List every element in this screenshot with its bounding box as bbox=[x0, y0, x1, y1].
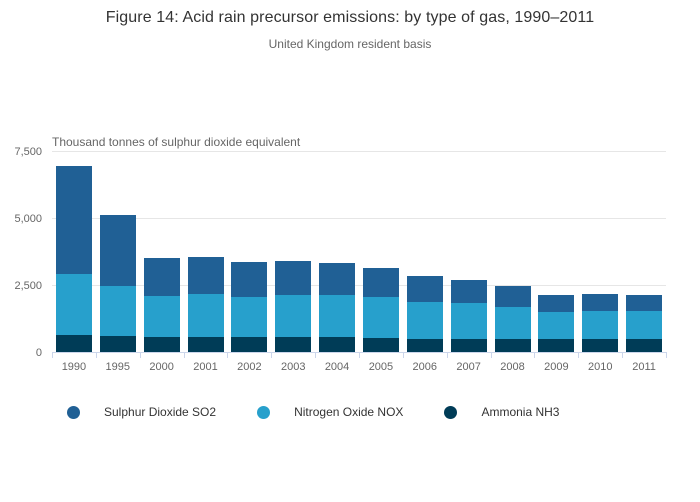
bar-segment-nitrogen-oxide-nox-2009[interactable] bbox=[538, 312, 575, 340]
bar-segment-nitrogen-oxide-nox-2001[interactable] bbox=[187, 294, 224, 338]
bar-segment-ammonia-nh3-2006[interactable] bbox=[406, 338, 443, 352]
bar-segment-nitrogen-oxide-nox-2000[interactable] bbox=[143, 295, 180, 337]
gridline-2,500 bbox=[52, 285, 666, 286]
bar-segment-sulphur-dioxide-so2-2001[interactable] bbox=[187, 256, 224, 295]
bar-segment-sulphur-dioxide-so2-2006[interactable] bbox=[406, 276, 443, 302]
bar-segment-nitrogen-oxide-nox-2008[interactable] bbox=[494, 306, 531, 340]
y-axis-tick-label: 2,500 bbox=[14, 280, 42, 292]
bar-segment-sulphur-dioxide-so2-2002[interactable] bbox=[231, 262, 268, 298]
x-axis-label-2007: 2007 bbox=[456, 361, 481, 373]
bar-segment-ammonia-nh3-2008[interactable] bbox=[494, 339, 531, 352]
bar-segment-nitrogen-oxide-nox-1990[interactable] bbox=[55, 274, 92, 336]
chart-subtitle: United Kingdom resident basis bbox=[268, 37, 432, 51]
bar-segment-ammonia-nh3-2007[interactable] bbox=[450, 338, 487, 352]
x-axis-label-2005: 2005 bbox=[368, 361, 394, 373]
x-axis-tick bbox=[402, 352, 404, 358]
bar-segment-sulphur-dioxide-so2-1990[interactable] bbox=[55, 166, 92, 275]
x-axis-label-2006: 2006 bbox=[412, 361, 438, 373]
bar-segment-ammonia-nh3-2000[interactable] bbox=[143, 336, 180, 352]
bar-segment-nitrogen-oxide-nox-2010[interactable] bbox=[582, 311, 619, 340]
bar-segment-ammonia-nh3-2003[interactable] bbox=[275, 337, 312, 352]
bar-segment-ammonia-nh3-1990[interactable] bbox=[55, 335, 92, 352]
legend: Sulphur Dioxide SO2 Nitrogen Oxide NOX Amm… bbox=[67, 405, 600, 420]
plot-area bbox=[52, 151, 666, 353]
legend-marker-icon bbox=[444, 406, 458, 419]
legend-label: Sulphur Dioxide SO2 bbox=[104, 405, 217, 419]
bar-segment-nitrogen-oxide-nox-1995[interactable] bbox=[99, 285, 136, 336]
bar-segment-ammonia-nh3-2004[interactable] bbox=[319, 337, 356, 352]
legend-item-sulphur-dioxide-so2[interactable]: Sulphur Dioxide SO2 bbox=[67, 405, 216, 420]
x-axis-tick bbox=[139, 352, 141, 358]
x-axis-tick bbox=[578, 352, 580, 358]
x-axis-tick bbox=[534, 352, 536, 358]
bar-segment-ammonia-nh3-2009[interactable] bbox=[538, 339, 575, 352]
bar-segment-nitrogen-oxide-nox-2011[interactable] bbox=[626, 311, 663, 339]
bar-segment-ammonia-nh3-2002[interactable] bbox=[231, 337, 268, 352]
bar-segment-ammonia-nh3-1995[interactable] bbox=[99, 335, 136, 352]
bar-segment-sulphur-dioxide-so2-2011[interactable] bbox=[626, 294, 663, 312]
legend-marker-icon bbox=[257, 406, 271, 419]
x-axis-tick bbox=[271, 352, 273, 358]
bar-segment-nitrogen-oxide-nox-2004[interactable] bbox=[319, 295, 356, 338]
legend-label: Nitrogen Oxide NOX bbox=[294, 405, 404, 419]
y-axis-tick-label: 7,500 bbox=[14, 146, 42, 158]
bar-segment-ammonia-nh3-2005[interactable] bbox=[362, 337, 399, 352]
bar-segment-ammonia-nh3-2010[interactable] bbox=[582, 339, 619, 352]
bar-segment-nitrogen-oxide-nox-2006[interactable] bbox=[406, 301, 443, 339]
x-axis-tick bbox=[622, 352, 624, 358]
x-axis-tick bbox=[490, 352, 492, 358]
x-axis-label-2009: 2009 bbox=[544, 361, 569, 373]
bar-segment-sulphur-dioxide-so2-1995[interactable] bbox=[99, 215, 136, 286]
bar-segment-sulphur-dioxide-so2-2003[interactable] bbox=[275, 260, 312, 296]
legend-marker-icon bbox=[67, 406, 80, 419]
x-axis-label-2008: 2008 bbox=[500, 361, 525, 373]
x-axis-tick bbox=[315, 352, 317, 358]
bar-segment-nitrogen-oxide-nox-2002[interactable] bbox=[231, 297, 268, 338]
x-axis-tick bbox=[359, 352, 360, 358]
x-axis-label-1995: 1995 bbox=[105, 361, 131, 373]
x-axis-tick bbox=[227, 352, 229, 358]
gridline-7,500 bbox=[52, 151, 666, 152]
x-axis-label-2003: 2003 bbox=[280, 361, 306, 373]
x-axis-tick bbox=[446, 352, 448, 358]
x-axis-tick bbox=[95, 352, 97, 358]
gridline-5,000 bbox=[52, 218, 666, 219]
bar-segment-sulphur-dioxide-so2-2007[interactable] bbox=[450, 279, 487, 303]
x-axis-label-2004: 2004 bbox=[324, 361, 350, 373]
y-axis-tick-label: 5,000 bbox=[14, 213, 42, 225]
bar-segment-sulphur-dioxide-so2-2000[interactable] bbox=[143, 257, 180, 296]
legend-item-ammonia-nh3[interactable]: Ammonia NH3 bbox=[444, 405, 559, 420]
chart-title: Figure 14: Acid rain precursor emissions… bbox=[105, 9, 595, 26]
bar-segment-ammonia-nh3-2001[interactable] bbox=[187, 337, 224, 352]
y-axis-tick-label: 0 bbox=[35, 347, 42, 359]
x-axis-label-2010: 2010 bbox=[587, 361, 613, 373]
bar-segment-sulphur-dioxide-so2-2005[interactable] bbox=[362, 267, 399, 298]
bar-segment-sulphur-dioxide-so2-2009[interactable] bbox=[538, 294, 575, 313]
bar-segment-sulphur-dioxide-so2-2008[interactable] bbox=[494, 285, 531, 307]
y-axis-title: Thousand tonnes of sulphur dioxide equiv… bbox=[52, 135, 301, 149]
x-axis-label-2001: 2001 bbox=[193, 361, 218, 373]
legend-label: Ammonia NH3 bbox=[481, 405, 560, 419]
bar-segment-nitrogen-oxide-nox-2005[interactable] bbox=[362, 297, 399, 338]
x-axis-label-2002: 2002 bbox=[237, 361, 262, 373]
legend-item-nitrogen-oxide-nox[interactable]: Nitrogen Oxide NOX bbox=[257, 405, 403, 420]
x-axis-tick bbox=[666, 352, 667, 358]
bar-segment-ammonia-nh3-2011[interactable] bbox=[626, 338, 663, 352]
bar-segment-nitrogen-oxide-nox-2003[interactable] bbox=[275, 295, 312, 338]
bar-segment-nitrogen-oxide-nox-2007[interactable] bbox=[450, 302, 487, 339]
x-axis-label-1990: 1990 bbox=[61, 361, 87, 373]
bar-segment-sulphur-dioxide-so2-2010[interactable] bbox=[582, 294, 619, 311]
x-axis-label-2000: 2000 bbox=[149, 361, 174, 373]
x-axis-label-2011: 2011 bbox=[632, 361, 656, 373]
x-axis-tick bbox=[52, 352, 53, 358]
bar-segment-sulphur-dioxide-so2-2004[interactable] bbox=[319, 262, 356, 296]
x-axis-tick bbox=[183, 352, 185, 358]
